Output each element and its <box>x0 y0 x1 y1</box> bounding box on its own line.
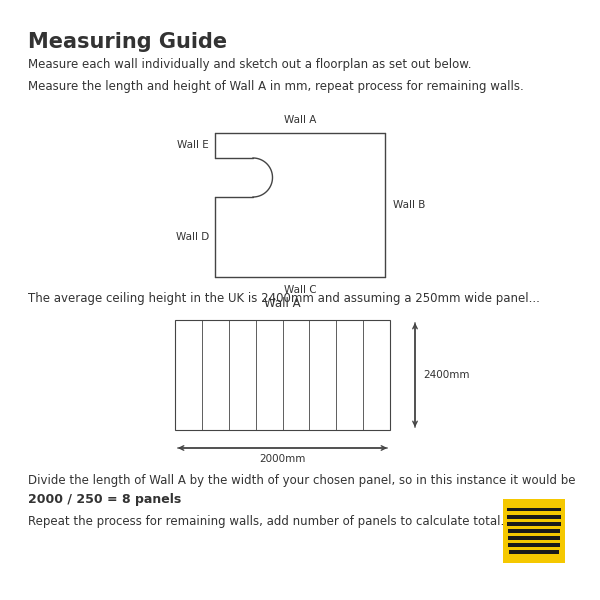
Text: Repeat the process for remaining walls, add number of panels to calculate total.: Repeat the process for remaining walls, … <box>28 515 504 528</box>
Text: Measure the length and height of Wall A in mm, repeat process for remaining wall: Measure the length and height of Wall A … <box>28 80 524 93</box>
Bar <box>508 543 560 547</box>
Text: 2000 / 250 = 8 panels: 2000 / 250 = 8 panels <box>28 493 181 506</box>
Text: Wall C: Wall C <box>284 285 316 295</box>
Bar <box>503 499 565 563</box>
Text: Wall A: Wall A <box>264 297 301 310</box>
Text: Measure each wall individually and sketch out a floorplan as set out below.: Measure each wall individually and sketc… <box>28 58 472 71</box>
Bar <box>508 522 560 526</box>
Text: 2000mm: 2000mm <box>259 454 305 464</box>
Text: Wall D: Wall D <box>176 232 209 242</box>
Text: Divide the length of Wall A by the width of your chosen panel, so in this instan: Divide the length of Wall A by the width… <box>28 474 575 487</box>
Text: Wall A: Wall A <box>284 115 316 125</box>
Bar <box>508 536 560 540</box>
Text: The average ceiling height in the UK is 2400mm and assuming a 250mm wide panel..: The average ceiling height in the UK is … <box>28 292 540 305</box>
Text: Wall B: Wall B <box>393 200 425 210</box>
Bar <box>506 508 562 511</box>
Bar <box>509 550 559 554</box>
Text: 2400mm: 2400mm <box>423 370 470 380</box>
Bar <box>508 529 560 533</box>
Bar <box>507 515 561 518</box>
Bar <box>175 320 390 430</box>
Text: Measuring Guide: Measuring Guide <box>28 32 227 52</box>
Text: Wall E: Wall E <box>177 140 209 151</box>
